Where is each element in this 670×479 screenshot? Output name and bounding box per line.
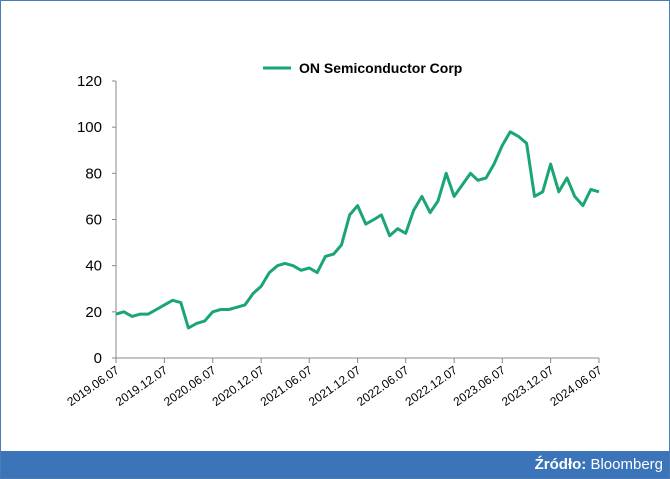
footer: Źródło: Bloomberg [1,451,669,478]
x-tick-label: 2023.06.07 [451,363,508,409]
y-tick-label: 60 [85,212,102,229]
x-tick-label: 2021.12.07 [306,363,363,409]
x-tick-label: 2021.06.07 [258,363,315,409]
x-tick-label: 2022.12.07 [403,363,460,409]
x-tick-label: 2023.12.07 [499,363,556,409]
source-label: Źródło: [534,456,587,473]
y-tick-label: 120 [77,73,102,90]
y-tick-label: 20 [85,304,102,321]
x-tick-label: 2019.12.07 [113,363,170,409]
x-tick-label: 2019.06.07 [64,363,121,409]
x-tick-label: 2024.06.07 [547,363,604,409]
x-tick-label: 2020.12.07 [210,363,267,409]
y-tick-label: 0 [94,350,102,367]
y-tick-label: 100 [77,119,102,136]
x-tick-label: 2022.06.07 [354,363,411,409]
y-tick-label: 40 [85,258,102,275]
source: Bloomberg [590,456,663,473]
series-line [115,130,600,330]
y-tick-label: 80 [85,165,102,182]
x-tick-label: 2020.06.07 [161,363,218,409]
legend-label: ON Semiconductor Corp [299,60,462,76]
chart: 0204060801001202019.06.072019.12.072020.… [64,60,604,409]
